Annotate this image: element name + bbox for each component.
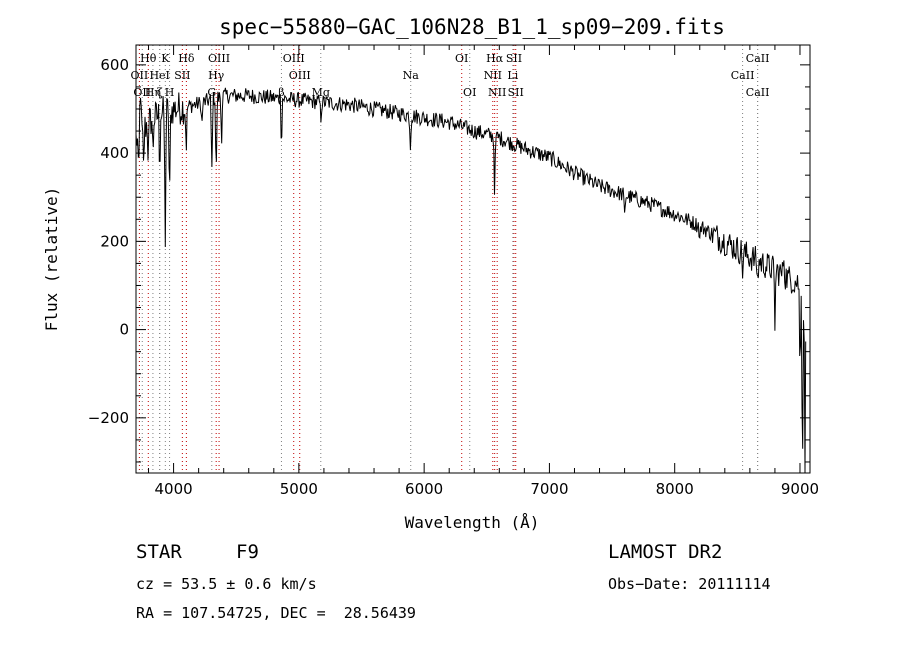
spectral-line-label: Hθ: [140, 52, 157, 65]
spectral-line-label: K: [161, 52, 170, 65]
spectral-line-label: OI: [455, 52, 468, 65]
spectral-line-label: OII: [133, 86, 151, 99]
coordinates: RA = 107.54725, DEC = 28.56439: [136, 604, 416, 622]
subclass: F9: [236, 541, 259, 563]
spectral-line-label: OII: [131, 69, 149, 82]
x-tick-label: 4000: [154, 480, 192, 498]
chart-title: spec−55880−GAC_106N28_B1_1_sp09−209.fits: [219, 15, 725, 39]
y-axis: −200 0 200 400 600: [88, 56, 810, 463]
spectral-line-label: OI: [463, 86, 476, 99]
spectral-line-label: CaII: [746, 52, 770, 65]
y-tick-label: 600: [100, 56, 129, 74]
spectral-line-label: ζ: [157, 86, 163, 99]
x-tick-label: 5000: [280, 480, 318, 498]
redshift-velocity: cz = 53.5 ± 0.6 km/s: [136, 575, 317, 593]
spectral-line-label: Hγ: [208, 69, 225, 82]
y-tick-label: −200: [88, 409, 129, 427]
y-tick-label: 200: [100, 232, 129, 250]
y-axis-title: Flux (relative): [42, 187, 61, 332]
spectral-line-label: CaII: [731, 69, 755, 82]
y-tick-label: 400: [100, 144, 129, 162]
y-tick-label: 0: [119, 321, 129, 339]
spectral-line-label: OIII: [283, 52, 305, 65]
spectral-line-label: OIII: [289, 69, 311, 82]
x-axis: 4000 5000 6000 7000 8000 9000: [148, 45, 819, 498]
spectral-line-label: Li: [507, 69, 518, 82]
spectral-line-label: Hη: [145, 86, 161, 99]
x-tick-label: 8000: [656, 480, 694, 498]
spectral-line-label: HeI: [149, 69, 169, 82]
object-class: STAR: [136, 541, 182, 563]
spectral-line-label: SII: [508, 86, 524, 99]
spectrum-line: [135, 87, 807, 474]
survey-name: LAMOST DR2: [608, 541, 723, 563]
spectral-line-label: Hδ: [178, 52, 195, 65]
x-axis-title: Wavelength (Å): [405, 513, 540, 532]
spectral-line-markers: [138, 45, 759, 473]
x-tick-label: 7000: [530, 480, 568, 498]
x-tick-label: 6000: [405, 480, 443, 498]
spectral-line-label: G: [207, 86, 216, 99]
spectral-line-label: H: [165, 86, 175, 99]
spectral-line-label: Mg: [312, 86, 330, 99]
spectral-line-label: CaII: [746, 86, 770, 99]
spectral-line-label: Hα: [486, 52, 504, 65]
observation-date: Obs−Date: 20111114: [608, 575, 771, 593]
x-tick-label: 9000: [781, 480, 819, 498]
plot-frame: [135, 44, 811, 474]
spectral-line-label: SII: [506, 52, 522, 65]
spectral-line-label: NII: [484, 69, 502, 82]
spectral-line-label: NII: [488, 86, 506, 99]
spectral-line-label: Na: [403, 69, 420, 82]
spectral-line-label: OIII: [208, 52, 230, 65]
spectral-line-label: β: [278, 86, 284, 99]
spectral-line-label: SII: [174, 69, 190, 82]
